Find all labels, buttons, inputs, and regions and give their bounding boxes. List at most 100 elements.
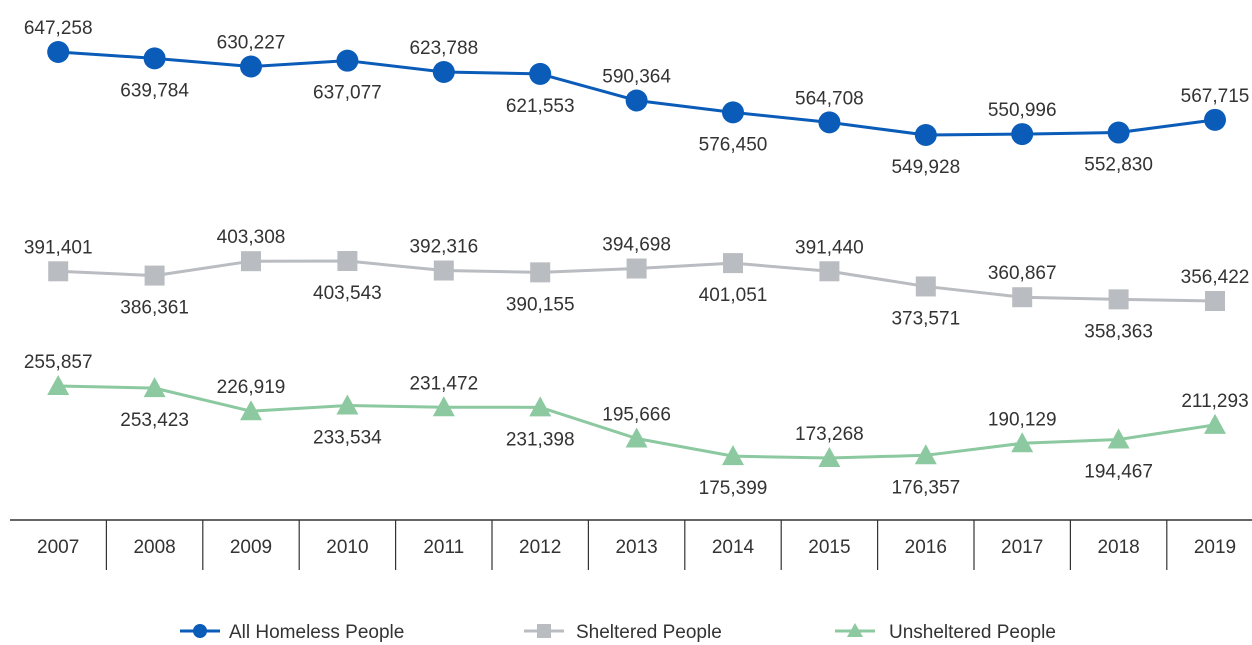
legend-circle-marker (193, 624, 207, 638)
data-label: 621,553 (506, 96, 575, 117)
data-point-unsheltered-people-2007 (47, 375, 70, 395)
series-sheltered-people: 391,401 386,361 403,308 403,543 392,316 390,1… (24, 227, 1249, 342)
data-label: 403,308 (217, 227, 286, 248)
x-tick-label: 2016 (905, 537, 947, 558)
data-label: 386,361 (120, 298, 189, 319)
series-layer: 647,258 639,784 630,227 637,077 623,788 621,5… (24, 18, 1249, 499)
data-point-unsheltered-people-2012 (529, 396, 552, 417)
data-label: 255,857 (24, 352, 93, 373)
data-point-sheltered-people-2017 (1012, 287, 1033, 308)
data-label: 391,401 (24, 237, 93, 258)
legend-item-sheltered-people: Sheltered People (524, 622, 722, 643)
data-label: 639,784 (120, 80, 189, 101)
x-tick-label: 2007 (37, 537, 79, 558)
data-point-all-homeless-people-2017 (1011, 123, 1034, 146)
legend-square-marker (537, 624, 551, 638)
data-point-sheltered-people-2008 (144, 265, 165, 286)
data-label: 590,364 (602, 67, 671, 88)
data-point-unsheltered-people-2017 (1011, 432, 1034, 453)
data-point-unsheltered-people-2011 (432, 396, 455, 417)
data-label: 552,830 (1084, 155, 1153, 176)
data-label: 401,051 (699, 285, 768, 306)
data-point-all-homeless-people-2009 (240, 55, 262, 78)
data-point-sheltered-people-2018 (1108, 289, 1129, 310)
data-point-sheltered-people-2007 (48, 261, 69, 282)
data-point-unsheltered-people-2009 (240, 400, 262, 421)
data-label: 373,571 (891, 308, 960, 329)
data-point-all-homeless-people-2012 (529, 62, 552, 85)
data-point-sheltered-people-2009 (241, 251, 261, 272)
data-label: 194,467 (1084, 462, 1153, 483)
legend-item-unsheltered-people: Unsheltered People (835, 622, 1056, 643)
x-tick-label: 2017 (1001, 537, 1043, 558)
legend-triangle-marker (847, 623, 863, 637)
data-label: 390,155 (506, 294, 575, 315)
data-label: 391,440 (795, 237, 864, 258)
data-point-unsheltered-people-2010 (336, 394, 359, 415)
x-axis: 2007 2008 2009 2010 2011 2012 2013 2014 2015 2016… (10, 519, 1252, 570)
data-point-all-homeless-people-2018 (1107, 121, 1130, 144)
x-tick-label: 2014 (712, 537, 755, 558)
x-tick-label: 2013 (615, 537, 657, 558)
legend-label: Unsheltered People (889, 622, 1056, 643)
data-label: 550,996 (988, 100, 1057, 121)
data-point-all-homeless-people-2014 (722, 101, 744, 124)
data-label: 403,543 (313, 283, 382, 304)
data-label: 394,698 (602, 235, 671, 256)
x-tick-label: 2015 (808, 537, 850, 558)
data-label: 630,227 (217, 33, 286, 54)
data-label: 231,472 (409, 373, 478, 394)
data-point-unsheltered-people-2014 (722, 445, 744, 466)
data-label: 647,258 (24, 18, 93, 39)
x-tick-label: 2008 (133, 537, 175, 558)
data-point-all-homeless-people-2013 (625, 89, 648, 112)
data-point-sheltered-people-2010 (337, 251, 358, 271)
x-tick-label: 2012 (519, 537, 561, 558)
x-tick-label: 2010 (326, 537, 368, 558)
data-point-sheltered-people-2015 (819, 261, 840, 282)
legend-item-all-homeless-people: All Homeless People (180, 622, 404, 643)
series-all-homeless-people: 647,258 639,784 630,227 637,077 623,788 621,5… (24, 18, 1249, 178)
data-point-all-homeless-people-2010 (336, 49, 359, 72)
x-tick-label: 2011 (423, 537, 464, 558)
data-point-sheltered-people-2016 (915, 276, 936, 297)
legend-label: All Homeless People (229, 622, 404, 643)
data-label: 211,293 (1181, 391, 1248, 412)
data-label: 392,316 (409, 237, 478, 258)
data-point-unsheltered-people-2015 (818, 447, 841, 467)
data-point-all-homeless-people-2007 (47, 41, 70, 63)
data-label: 564,708 (795, 88, 864, 109)
data-point-all-homeless-people-2016 (914, 124, 937, 146)
data-label: 173,268 (795, 424, 864, 445)
legend: All Homeless People Sheltered People Unshe… (180, 622, 1056, 643)
data-point-all-homeless-people-2011 (432, 61, 455, 84)
data-label: 190,129 (988, 409, 1057, 430)
data-point-all-homeless-people-2019 (1204, 108, 1226, 131)
legend-label: Sheltered People (576, 622, 722, 643)
data-label: 358,363 (1084, 321, 1153, 342)
data-label: 195,666 (602, 404, 671, 425)
data-label: 175,399 (699, 478, 768, 499)
data-label: 576,450 (699, 134, 768, 155)
data-point-sheltered-people-2014 (723, 253, 743, 274)
x-tick-label: 2018 (1097, 537, 1139, 558)
x-tick-label: 2009 (230, 537, 272, 558)
data-label: 360,867 (988, 263, 1057, 284)
data-label: 623,788 (409, 38, 478, 59)
x-tick-label: 2019 (1194, 537, 1236, 558)
data-label: 356,422 (1181, 267, 1250, 288)
data-point-unsheltered-people-2018 (1107, 428, 1130, 449)
data-label: 176,357 (891, 477, 960, 498)
data-label: 637,077 (313, 83, 382, 104)
data-point-unsheltered-people-2019 (1204, 413, 1226, 434)
data-point-unsheltered-people-2008 (143, 377, 166, 398)
data-point-unsheltered-people-2016 (914, 444, 937, 465)
data-label: 226,919 (217, 377, 286, 398)
data-label: 549,928 (891, 157, 960, 178)
data-point-sheltered-people-2019 (1205, 291, 1225, 311)
data-point-unsheltered-people-2013 (625, 427, 648, 448)
data-label: 231,398 (506, 429, 575, 450)
series-unsheltered-people: 255,857 253,423 226,919 233,534 231,472 231,3… (24, 352, 1249, 499)
data-label: 567,715 (1181, 86, 1250, 107)
